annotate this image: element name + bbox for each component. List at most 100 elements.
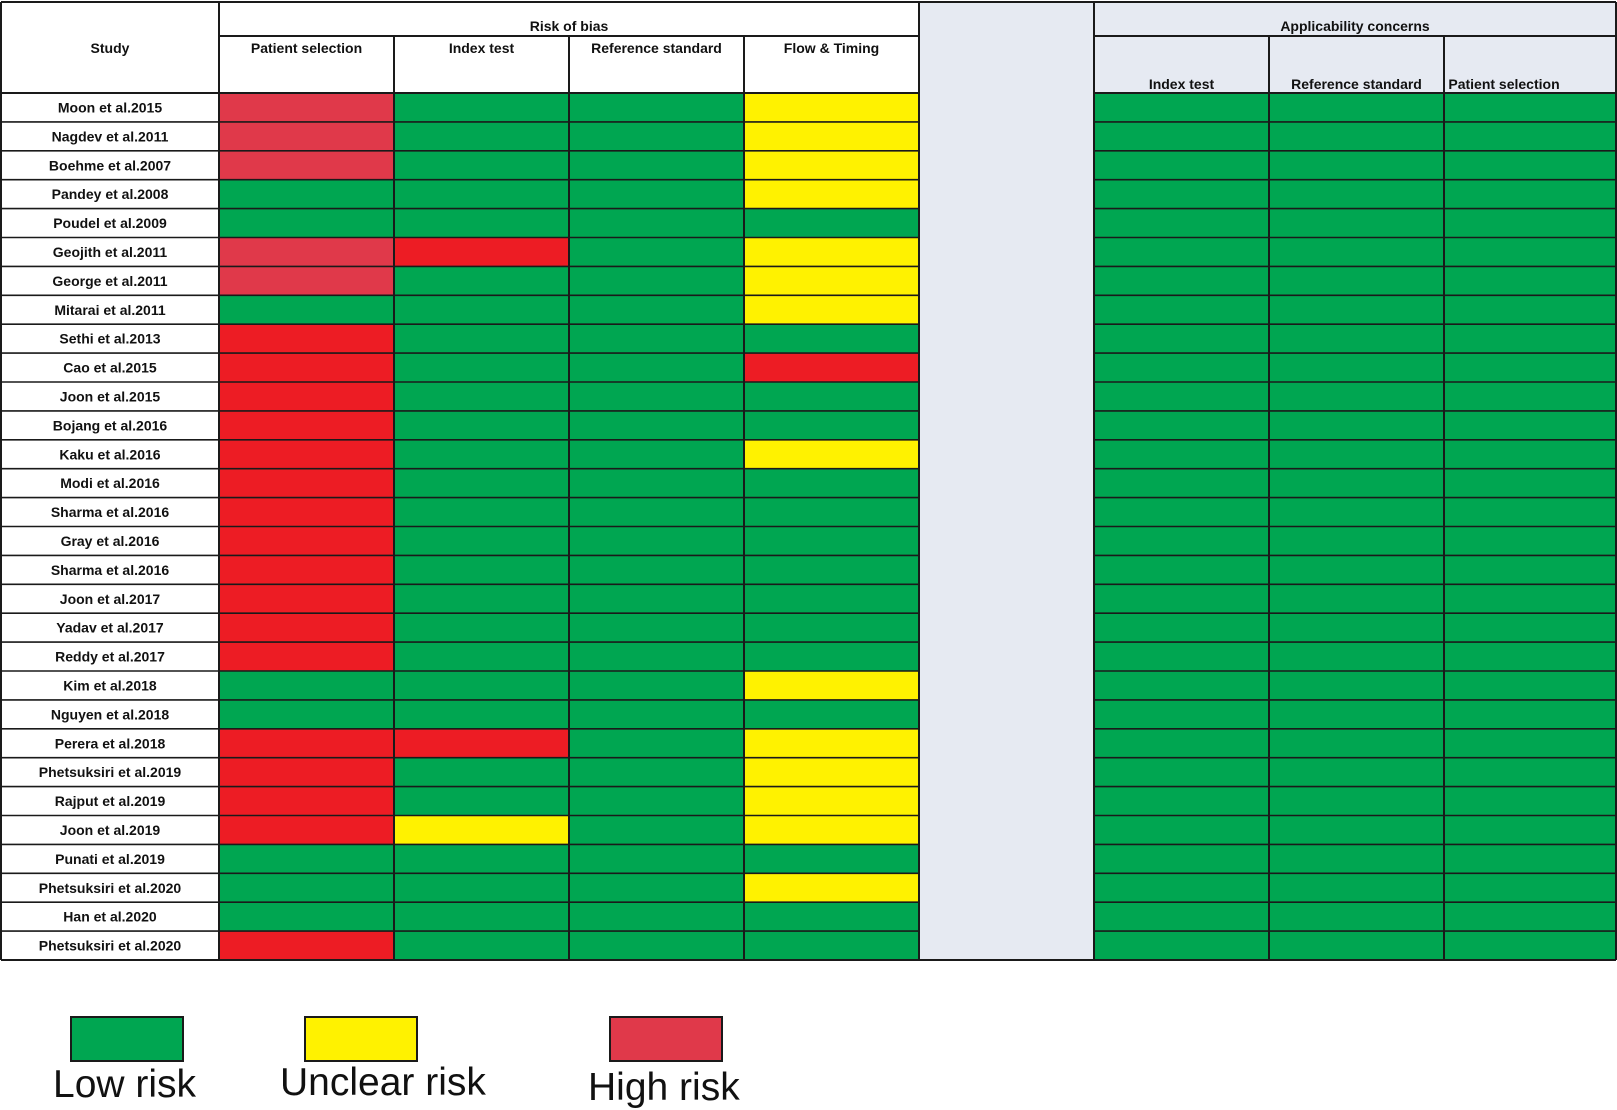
study-label-15: Sharma et al.2016 — [51, 504, 170, 520]
rob-cell-12-index-test — [394, 410, 569, 440]
rob-cell-6-reference-standard — [569, 237, 744, 267]
rob-cell-3-reference-standard — [569, 150, 744, 180]
app-cell-23-patient-selection — [1444, 728, 1616, 758]
study-label-1: Moon et al.2015 — [58, 99, 162, 115]
app-cell-29-patient-selection — [1444, 902, 1616, 932]
rob-cell-5-index-test — [394, 208, 569, 238]
app-cell-16-patient-selection — [1444, 526, 1616, 556]
rob-cell-19-reference-standard — [569, 613, 744, 643]
app-cell-30-reference-standard — [1269, 931, 1444, 960]
app-cell-8-patient-selection — [1444, 295, 1616, 325]
app-cell-29-reference-standard — [1269, 902, 1444, 932]
app-col-header-patient-selection: Patient selection — [1448, 76, 1559, 92]
study-label-16: Gray et al.2016 — [61, 533, 160, 549]
rob-cell-25-reference-standard — [569, 786, 744, 816]
rob-cell-8-patient-selection — [219, 295, 394, 325]
applicability-header-band — [1094, 36, 1616, 93]
app-cell-13-reference-standard — [1269, 439, 1444, 469]
rob-cell-30-patient-selection — [219, 931, 394, 960]
app-cell-9-index-test — [1094, 324, 1269, 354]
rob-cell-24-index-test — [394, 757, 569, 787]
rob-cell-27-flow-timing — [744, 844, 919, 874]
study-label-12: Bojang et al.2016 — [53, 417, 168, 433]
rob-col-header-reference-standard: Reference standard — [591, 40, 722, 56]
rob-cell-17-reference-standard — [569, 555, 744, 585]
rob-cell-1-reference-standard — [569, 93, 744, 122]
rob-cell-2-reference-standard — [569, 121, 744, 151]
rob-cell-15-index-test — [394, 497, 569, 527]
rob-cell-10-index-test — [394, 353, 569, 382]
rob-cell-21-patient-selection — [219, 671, 394, 700]
app-cell-17-index-test — [1094, 555, 1269, 585]
study-label-11: Joon et al.2015 — [60, 388, 161, 404]
app-cell-6-patient-selection — [1444, 237, 1616, 267]
rob-cell-28-patient-selection — [219, 873, 394, 903]
app-cell-10-index-test — [1094, 353, 1269, 382]
study-label-21: Kim et al.2018 — [63, 677, 157, 693]
rob-cell-30-reference-standard — [569, 931, 744, 960]
app-cell-12-reference-standard — [1269, 410, 1444, 440]
app-cell-30-index-test — [1094, 931, 1269, 960]
app-cell-7-index-test — [1094, 266, 1269, 296]
rob-cell-13-patient-selection — [219, 439, 394, 469]
rob-cell-21-reference-standard — [569, 671, 744, 700]
rob-cell-28-flow-timing — [744, 873, 919, 903]
app-cell-30-patient-selection — [1444, 931, 1616, 960]
study-label-30: Phetsuksiri et al.2020 — [39, 938, 182, 954]
study-label-17: Sharma et al.2016 — [51, 562, 170, 578]
app-cell-29-index-test — [1094, 902, 1269, 932]
app-cell-10-reference-standard — [1269, 353, 1444, 382]
rob-cell-15-reference-standard — [569, 497, 744, 527]
rob-cell-3-index-test — [394, 150, 569, 180]
app-cell-5-index-test — [1094, 208, 1269, 238]
legend-label-unclear: Unclear risk — [280, 1061, 486, 1104]
rob-cell-6-flow-timing — [744, 237, 919, 267]
app-cell-15-index-test — [1094, 497, 1269, 527]
cells-layer — [219, 2, 1616, 960]
app-cell-24-reference-standard — [1269, 757, 1444, 787]
app-cell-16-reference-standard — [1269, 526, 1444, 556]
rob-cell-17-flow-timing — [744, 555, 919, 585]
app-cell-1-patient-selection — [1444, 93, 1616, 122]
rob-cell-10-flow-timing — [744, 353, 919, 382]
app-cell-22-reference-standard — [1269, 699, 1444, 729]
app-cell-9-reference-standard — [1269, 324, 1444, 354]
study-label-20: Reddy et al.2017 — [55, 649, 165, 665]
rob-cell-27-reference-standard — [569, 844, 744, 874]
app-cell-6-reference-standard — [1269, 237, 1444, 267]
app-cell-4-index-test — [1094, 179, 1269, 209]
study-label-27: Punati et al.2019 — [55, 851, 165, 867]
study-label-14: Modi et al.2016 — [60, 475, 160, 491]
study-label-8: Mitarai et al.2011 — [54, 302, 166, 318]
rob-cell-3-patient-selection — [219, 150, 394, 180]
rob-cell-22-flow-timing — [744, 699, 919, 729]
rob-cell-28-index-test — [394, 873, 569, 903]
rob-cell-1-flow-timing — [744, 93, 919, 122]
app-cell-11-index-test — [1094, 382, 1269, 411]
rob-cell-5-patient-selection — [219, 208, 394, 238]
rob-cell-7-reference-standard — [569, 266, 744, 296]
rob-cell-8-reference-standard — [569, 295, 744, 325]
rob-cell-24-flow-timing — [744, 757, 919, 787]
app-cell-10-patient-selection — [1444, 353, 1616, 382]
rob-cell-20-patient-selection — [219, 642, 394, 671]
rob-cell-28-reference-standard — [569, 873, 744, 903]
rob-cell-25-patient-selection — [219, 786, 394, 816]
rob-cell-23-flow-timing — [744, 728, 919, 758]
app-cell-17-reference-standard — [1269, 555, 1444, 585]
rob-cell-6-patient-selection — [219, 237, 394, 267]
app-cell-15-reference-standard — [1269, 497, 1444, 527]
rob-cell-29-flow-timing — [744, 902, 919, 932]
app-cell-25-reference-standard — [1269, 786, 1444, 816]
study-label-18: Joon et al.2017 — [60, 591, 161, 607]
study-label-25: Rajput et al.2019 — [55, 793, 166, 809]
app-cell-1-index-test — [1094, 93, 1269, 122]
app-cell-14-patient-selection — [1444, 468, 1616, 498]
rob-cell-20-flow-timing — [744, 642, 919, 671]
app-cell-23-index-test — [1094, 728, 1269, 758]
rob-cell-20-index-test — [394, 642, 569, 671]
app-cell-9-patient-selection — [1444, 324, 1616, 354]
rob-cell-21-flow-timing — [744, 671, 919, 700]
app-cell-4-patient-selection — [1444, 179, 1616, 209]
rob-cell-12-reference-standard — [569, 410, 744, 440]
